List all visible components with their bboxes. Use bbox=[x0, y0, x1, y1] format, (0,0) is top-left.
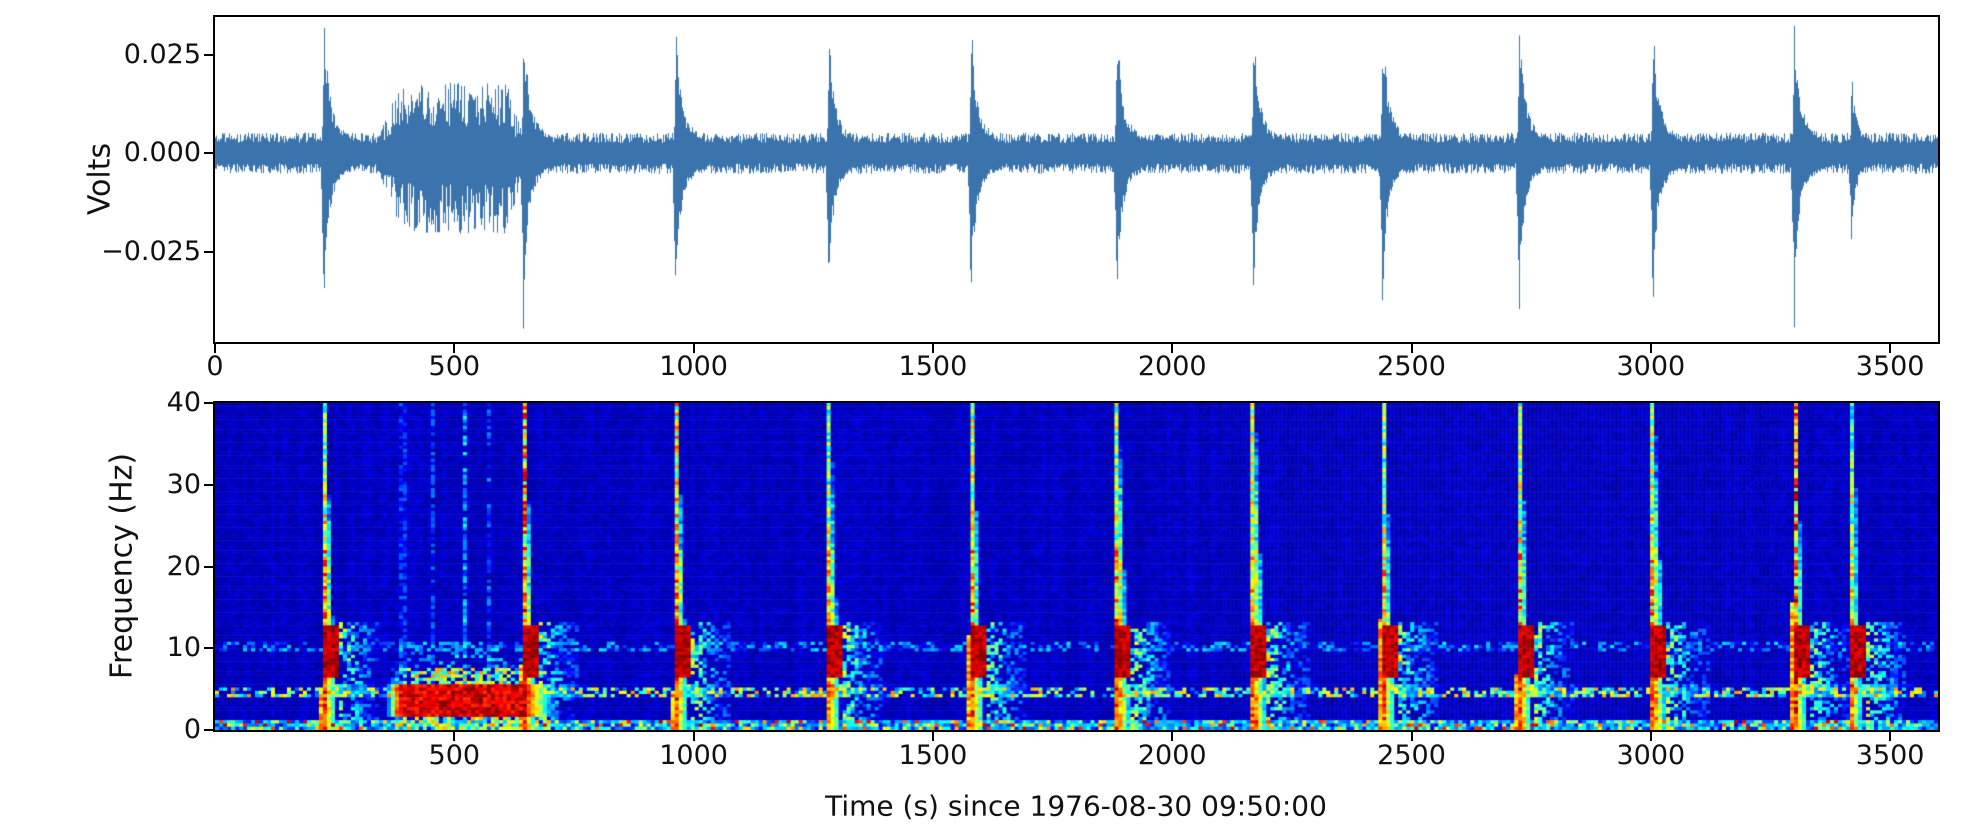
spectrogram-x-tick-label: 1000 bbox=[659, 740, 728, 771]
spectrogram-x-tick bbox=[453, 732, 456, 741]
waveform-y-tick bbox=[204, 152, 213, 155]
spectrogram-y-tick bbox=[204, 402, 213, 404]
spectrogram-x-tick-label: 2500 bbox=[1377, 740, 1446, 771]
spectrogram-y-tick bbox=[204, 483, 213, 486]
waveform-x-tick-label: 2500 bbox=[1377, 351, 1446, 382]
spectrogram-axes bbox=[213, 401, 1940, 732]
waveform-x-tick bbox=[931, 344, 934, 353]
waveform-x-tick-label: 3000 bbox=[1616, 351, 1686, 382]
spectrogram-y-tick bbox=[204, 729, 213, 731]
spectrogram-x-tick-label: 1500 bbox=[898, 740, 968, 771]
waveform-x-tick-label: 2000 bbox=[1137, 351, 1207, 382]
spectrogram-y-tick-label: 20 bbox=[166, 550, 201, 582]
waveform-x-tick bbox=[453, 344, 456, 353]
spectrogram-y-tick bbox=[204, 647, 213, 650]
waveform-y-tick-label: 0.000 bbox=[123, 137, 201, 169]
waveform-x-tick-label: 1000 bbox=[659, 351, 728, 382]
waveform-axes bbox=[213, 15, 1940, 344]
waveform-x-tick bbox=[1171, 344, 1174, 353]
waveform-x-tick bbox=[1889, 344, 1892, 353]
spectrogram-x-tick-label: 3500 bbox=[1855, 740, 1925, 771]
spectrogram-y-tick-label: 30 bbox=[166, 468, 201, 500]
waveform-x-tick bbox=[692, 344, 695, 353]
waveform-y-tick-label: 0.025 bbox=[123, 38, 201, 70]
spectrogram-x-tick bbox=[1889, 732, 1892, 741]
waveform-x-tick bbox=[1649, 344, 1652, 353]
spectrogram-canvas bbox=[215, 403, 1938, 730]
waveform-x-tick bbox=[214, 344, 216, 353]
spectrogram-y-tick bbox=[204, 565, 213, 568]
spectrogram-x-tick bbox=[692, 732, 695, 741]
spectrogram-x-tick-label: 2000 bbox=[1137, 740, 1207, 771]
waveform-x-tick-label: 0 bbox=[206, 351, 224, 382]
waveform-y-tick bbox=[204, 53, 213, 56]
waveform-y-tick-label: −0.025 bbox=[101, 235, 201, 267]
spectrogram-y-tick-label: 10 bbox=[166, 632, 201, 664]
waveform-y-tick bbox=[204, 250, 213, 253]
waveform-x-tick-label: 500 bbox=[428, 351, 481, 382]
spectrogram-x-tick-label: 500 bbox=[428, 740, 481, 771]
time-axis-label: Time (s) since 1976-08-30 09:50:00 bbox=[825, 789, 1327, 823]
spectrogram-x-tick bbox=[1649, 732, 1652, 741]
waveform-x-tick-label: 3500 bbox=[1855, 351, 1925, 382]
waveform-canvas bbox=[215, 17, 1938, 342]
spectrogram-y-tick-label: 0 bbox=[183, 714, 201, 745]
waveform-x-tick bbox=[1410, 344, 1413, 353]
spectrogram-x-tick bbox=[1410, 732, 1413, 741]
spectrogram-y-tick-label: 40 bbox=[166, 387, 201, 418]
spectrogram-x-tick-label: 3000 bbox=[1616, 740, 1686, 771]
waveform-x-tick-label: 1500 bbox=[898, 351, 968, 382]
spectrogram-x-tick bbox=[1171, 732, 1174, 741]
spectrogram-x-tick bbox=[931, 732, 934, 741]
